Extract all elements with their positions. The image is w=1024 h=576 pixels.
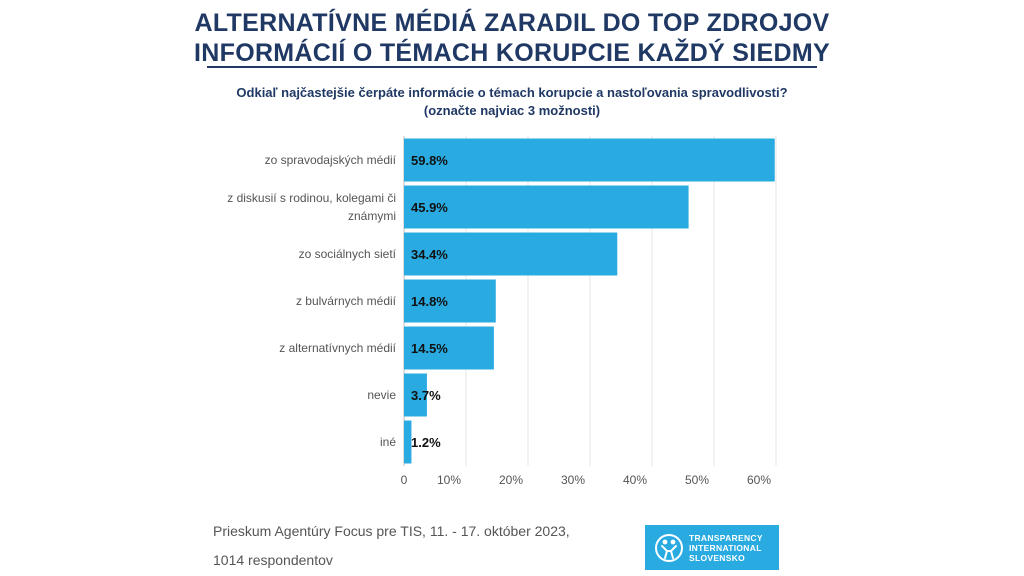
bar-value-label: 3.7%	[411, 388, 441, 403]
headline-line-2: INFORMÁCIÍ O TÉMACH KORUPCIE KAŽDÝ SIEDM…	[194, 39, 830, 67]
category-label: zo spravodajských médií	[265, 153, 397, 167]
bar-value-label: 1.2%	[411, 435, 441, 450]
x-tick-label: 50%	[685, 473, 709, 487]
category-label: z alternatívnych médií	[279, 341, 396, 355]
question-note: (označte najviac 3 možnosti)	[423, 103, 601, 118]
headline: ALTERNATÍVNE MÉDIÁ ZARADIL DO TOP ZDROJO…	[0, 8, 1024, 68]
source-note-line-2: 1014 respondentov	[213, 552, 333, 568]
bar-value-label: 14.5%	[411, 341, 448, 356]
bar-value-label: 59.8%	[411, 153, 448, 168]
bar	[404, 420, 412, 464]
category-label: iné	[380, 435, 396, 449]
x-tick-label: 30%	[561, 473, 585, 487]
category-label: z bulvárnych médií	[296, 294, 397, 308]
x-tick-label: 20%	[499, 473, 523, 487]
survey-question: Odkiaľ najčastejšie čerpáte informácie o…	[0, 84, 1024, 120]
x-tick-label: 0	[401, 473, 408, 487]
logo-line-1: TRANSPARENCY	[689, 532, 763, 543]
x-tick-label: 10%	[437, 473, 461, 487]
category-label: nevie	[367, 388, 396, 402]
transparency-international-logo: TRANSPARENCY INTERNATIONAL SLOVENSKO	[645, 525, 779, 570]
bar	[404, 279, 496, 323]
x-tick-label: 60%	[747, 473, 771, 487]
bar-value-label: 14.8%	[411, 294, 448, 309]
category-label: zo sociálnych sietí	[299, 247, 397, 261]
x-tick-label: 40%	[623, 473, 647, 487]
category-label: známymi	[348, 209, 396, 223]
category-label: z diskusií s rodinou, kolegami či	[227, 191, 396, 205]
bar	[404, 232, 618, 276]
bar	[404, 326, 494, 370]
bar	[404, 373, 427, 417]
logo-line-3: SLOVENSKO	[689, 552, 746, 563]
bar	[404, 185, 689, 229]
logo-line-2: INTERNATIONAL	[689, 542, 762, 553]
question-text: Odkiaľ najčastejšie čerpáte informácie o…	[236, 85, 788, 100]
bar-value-label: 34.4%	[411, 247, 448, 262]
headline-line-1: ALTERNATÍVNE MÉDIÁ ZARADIL DO TOP ZDROJO…	[194, 9, 830, 37]
bar	[404, 138, 775, 182]
headline-underline	[207, 66, 817, 68]
source-note-line-1: Prieskum Agentúry Focus pre TIS, 11. - 1…	[213, 523, 570, 539]
logo-text: TRANSPARENCY INTERNATIONAL SLOVENSKO	[689, 533, 763, 563]
transparency-logo-icon	[655, 533, 683, 562]
bar-value-label: 45.9%	[411, 200, 448, 215]
